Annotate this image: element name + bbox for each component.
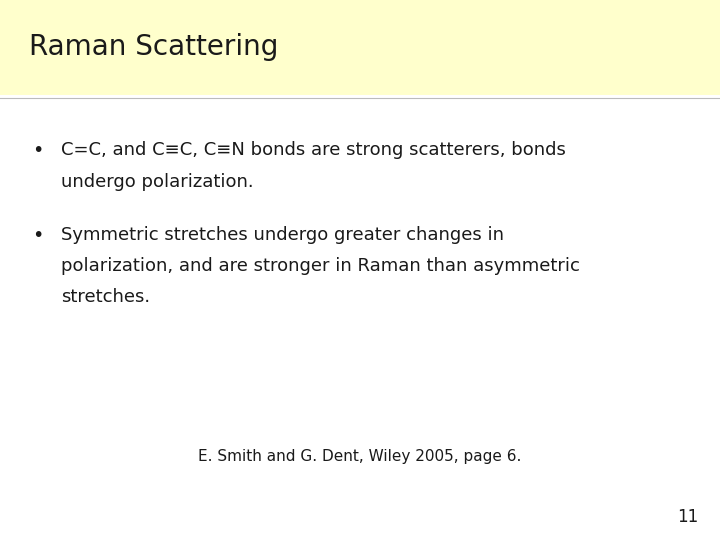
Text: stretches.: stretches.	[61, 288, 150, 306]
FancyBboxPatch shape	[0, 0, 720, 94]
Text: Raman Scattering: Raman Scattering	[29, 33, 278, 61]
Text: E. Smith and G. Dent, Wiley 2005, page 6.: E. Smith and G. Dent, Wiley 2005, page 6…	[198, 449, 522, 464]
Text: •: •	[32, 141, 44, 160]
Text: 11: 11	[677, 509, 698, 526]
Text: undergo polarization.: undergo polarization.	[61, 173, 254, 191]
Text: Symmetric stretches undergo greater changes in: Symmetric stretches undergo greater chan…	[61, 226, 504, 244]
Text: polarization, and are stronger in Raman than asymmetric: polarization, and are stronger in Raman …	[61, 257, 580, 275]
Text: •: •	[32, 226, 44, 245]
Text: C=C, and C≡C, C≡N bonds are strong scatterers, bonds: C=C, and C≡C, C≡N bonds are strong scatt…	[61, 141, 566, 159]
